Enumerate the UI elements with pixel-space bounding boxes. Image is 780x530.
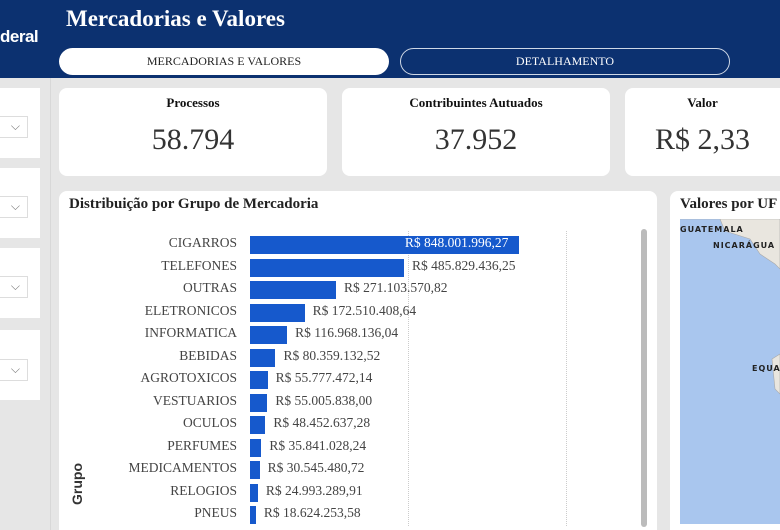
- data-label: R$ 485.829.436,25: [412, 257, 516, 273]
- slicer-dropdown[interactable]: ⌵: [0, 276, 28, 298]
- bar-vestuarios[interactable]: [250, 393, 268, 412]
- data-label: R$ 24.993.289,91: [265, 482, 363, 498]
- scrollbar[interactable]: [641, 229, 647, 527]
- bar-eletronicos[interactable]: [250, 303, 305, 322]
- bar-chart-panel: Distribuição por Grupo de Mercadoria Gru…: [59, 191, 657, 530]
- divider: [50, 78, 51, 530]
- header: deral Mercadorias e Valores MERCADORIAS …: [0, 0, 780, 78]
- card-label: Contribuintes Autuados: [409, 95, 543, 110]
- data-label: R$ 35.841.028,24: [269, 437, 367, 453]
- tab-detalhamento[interactable]: DETALHAMENTO: [400, 48, 730, 75]
- data-label: R$ 80.359.132,52: [283, 347, 381, 363]
- category-label: CIGARROS: [168, 235, 237, 250]
- y-axis-label: Grupo: [69, 463, 85, 505]
- data-label: R$ 48.452.637,28: [273, 415, 371, 430]
- data-label: R$ 55.005.838,00: [275, 392, 373, 408]
- card-label: Processos: [166, 95, 220, 110]
- category-label: ELETRONICOS: [144, 302, 237, 318]
- bar-outras[interactable]: [250, 281, 336, 299]
- card-value: R$ 2,33: [654, 123, 750, 156]
- data-label: R$ 848.001.996,27: [404, 235, 509, 250]
- category-label: MEDICAMENTOS: [128, 460, 237, 475]
- data-label: R$ 271.103.570,82: [343, 280, 448, 295]
- bar-agrotoxicos[interactable]: [250, 371, 268, 389]
- card-valor: Valor R$ 2,33: [625, 88, 780, 176]
- slicer-3: ⌵: [0, 248, 40, 318]
- category-label: TELEFONES: [161, 257, 237, 273]
- data-label: R$ 18.624.253,58: [263, 505, 361, 520]
- chevron-down-icon: ⌵: [10, 362, 20, 376]
- map-land: GUATEMALA NICARÁGUA EQUA: [680, 219, 780, 395]
- category-label: OCULOS: [182, 415, 237, 430]
- data-label: R$ 172.510.408,64: [312, 302, 417, 318]
- map-title: Valores por UF: [680, 196, 778, 212]
- map-label: EQUA: [752, 364, 780, 373]
- slicer-dropdown[interactable]: ⌵: [0, 196, 28, 218]
- logo: deral: [0, 27, 39, 46]
- gridline: [408, 231, 409, 526]
- bar-relogios[interactable]: [250, 483, 258, 502]
- slicer-2: ⌵: [0, 168, 40, 238]
- slicer-1: ⌵: [0, 88, 40, 158]
- bar-perfumes[interactable]: [250, 438, 262, 457]
- data-label: R$ 55.777.472,14: [275, 370, 373, 385]
- category-label: VESTUARIOS: [152, 392, 237, 408]
- card-processos: Processos 58.794: [59, 88, 327, 176]
- category-label: OUTRAS: [182, 280, 237, 295]
- bar-medicamentos[interactable]: [250, 461, 260, 479]
- bar-oculos[interactable]: [250, 416, 266, 434]
- card-label: Valor: [687, 95, 718, 110]
- slicer-dropdown[interactable]: ⌵: [0, 116, 28, 138]
- slicer-dropdown[interactable]: ⌵: [0, 359, 28, 381]
- bar-pneus[interactable]: [250, 506, 256, 524]
- map-label: NICARÁGUA: [713, 239, 775, 250]
- slicer-4: ⌵: [0, 330, 40, 400]
- map-label: GUATEMALA: [680, 225, 744, 234]
- card-value: 37.952: [434, 123, 518, 156]
- data-label: R$ 116.968.136,04: [295, 325, 399, 340]
- bar-informatica[interactable]: [250, 326, 288, 344]
- bar-telefones[interactable]: [250, 258, 404, 277]
- data-label: R$ 30.545.480,72: [267, 460, 365, 475]
- card-value: 58.794: [151, 123, 235, 156]
- category-label: PERFUMES: [167, 437, 237, 453]
- tab-mercadorias-e-valores[interactable]: MERCADORIAS E VALORES: [59, 48, 389, 75]
- chevron-down-icon: ⌵: [10, 279, 20, 293]
- gridline: [566, 231, 567, 526]
- category-label: RELOGIOS: [170, 482, 237, 498]
- category-label: BEBIDAS: [179, 347, 237, 363]
- bar-bebidas[interactable]: [250, 348, 276, 367]
- chevron-down-icon: ⌵: [10, 119, 20, 133]
- category-label: INFORMATICA: [144, 325, 237, 340]
- bar-cigarros[interactable]: [250, 236, 519, 254]
- map-panel: Valores por UF GUATEMALA NICARÁGUA EQUA: [670, 191, 780, 530]
- chart-title: Distribuição por Grupo de Mercadoria: [69, 196, 319, 212]
- category-label: PNEUS: [194, 505, 237, 520]
- card-contribuintes: Contribuintes Autuados 37.952: [342, 88, 610, 176]
- map[interactable]: GUATEMALA NICARÁGUA EQUA: [680, 219, 780, 524]
- chevron-down-icon: ⌵: [10, 199, 20, 213]
- category-label: AGROTOXICOS: [140, 370, 237, 385]
- page-title: Mercadorias e Valores: [66, 6, 285, 31]
